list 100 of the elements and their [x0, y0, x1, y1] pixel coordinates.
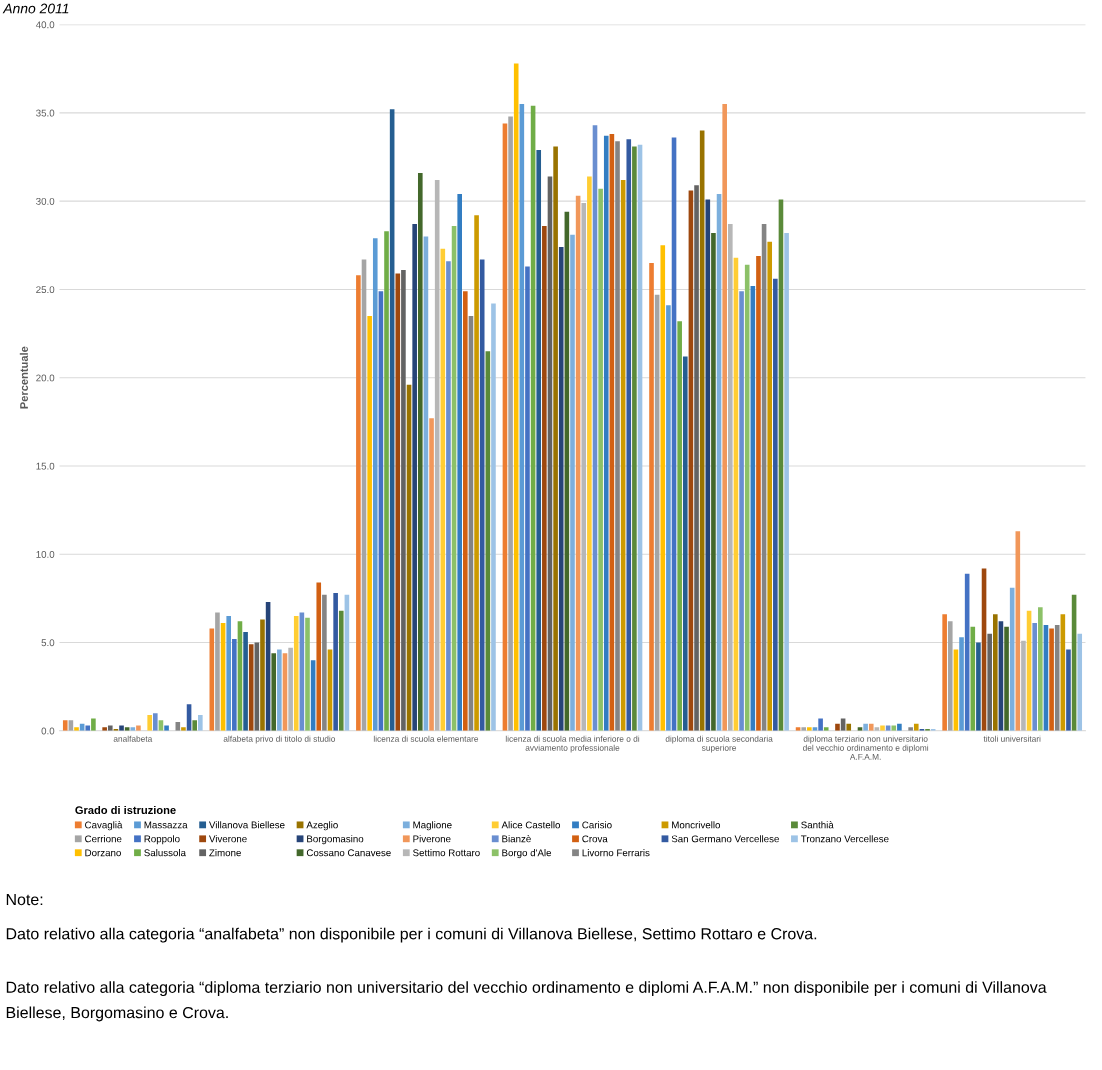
legend-label: Cossano Canavese [306, 849, 391, 857]
bar [711, 232, 716, 731]
bar [271, 653, 277, 731]
legend-label: Crova [582, 835, 608, 843]
bar [429, 418, 434, 731]
bar [153, 713, 158, 731]
bar [976, 642, 981, 731]
bar [293, 616, 299, 731]
y-tick-label: 10.0 [36, 550, 55, 558]
legend-label: Livorno Ferraris [582, 849, 650, 857]
legend-label: Carisio [582, 821, 612, 829]
bar [739, 291, 744, 731]
bar [1066, 649, 1071, 731]
x-tick-label: diploma di scuola secondaria superiore [665, 735, 773, 753]
bar [666, 305, 671, 731]
bar [942, 614, 947, 731]
bar [457, 194, 462, 731]
bar [147, 714, 152, 731]
legend-title: Grado di istruzione [75, 805, 176, 815]
bar [807, 727, 812, 731]
bar [288, 647, 293, 731]
bar [367, 315, 372, 731]
x-tick-label: alfabeta privo di titolo di studio [223, 735, 336, 744]
bar [818, 718, 823, 731]
bar [1054, 624, 1060, 731]
legend-label: Cavaglià [85, 821, 123, 831]
legend-label: Bianzè [502, 835, 531, 843]
legend-label: Dorzano [85, 849, 121, 857]
bar [463, 291, 468, 731]
bar [215, 612, 220, 731]
bar [660, 245, 666, 731]
legend-label: Cerrione [85, 835, 122, 843]
x-tick-label: analfabeta [113, 735, 153, 742]
legend-label: Alice Castello [501, 821, 561, 829]
bar [987, 633, 992, 731]
bar [243, 631, 248, 731]
legend-label: Piverone [413, 835, 451, 843]
x-tick-label: titoli universitari [983, 735, 1041, 742]
legend-label: Azeglio [306, 821, 338, 831]
text: Dato relativo alla categoria “diploma terziario non universitario del vecchio ordinamento e diplomi A.F.A.M.” non disponibile per i comuni di Villanova Biellese, Borgomasino e Crova. [6, 981, 1047, 1022]
legend-label: Villanova Biellese [209, 821, 285, 829]
bar [744, 264, 750, 731]
bar [525, 266, 530, 731]
bar [1021, 640, 1026, 731]
bar [908, 727, 913, 731]
bar [553, 146, 558, 731]
bar [277, 649, 282, 731]
bar [491, 303, 496, 731]
bar [536, 149, 542, 731]
bar [570, 234, 575, 731]
bar [823, 727, 829, 731]
legend-label: Viverone [209, 835, 247, 843]
bar [356, 275, 361, 731]
bar [835, 723, 840, 731]
bar [1049, 628, 1054, 731]
bar [226, 616, 232, 731]
y-tick-label: 15.0 [36, 462, 55, 470]
bar [446, 261, 451, 731]
bar [74, 727, 79, 731]
bar [677, 321, 682, 731]
bar [305, 617, 310, 731]
bar [91, 718, 96, 731]
legend-label: Santhià [801, 821, 834, 829]
legend-label: Roppolo [144, 835, 180, 845]
text: Note: [6, 894, 43, 906]
bar [384, 231, 389, 731]
bar [993, 614, 998, 731]
bar [542, 225, 547, 731]
bar [587, 176, 592, 731]
bar [784, 232, 789, 731]
legend-label: Zimone [209, 849, 241, 857]
legend-label: San Germano Vercellese [671, 835, 779, 843]
bar [1032, 623, 1038, 731]
bar [181, 727, 186, 731]
bar [863, 723, 868, 731]
bar [598, 188, 603, 731]
bar [728, 224, 733, 731]
bar [322, 594, 327, 731]
bar [479, 259, 485, 731]
x-tick-label: licenza di scuola media inferiore o di avviamento professionale [505, 735, 640, 753]
legend-label: Borgo d'Ale [502, 849, 552, 859]
bar [632, 146, 637, 731]
legend-label: Salussola [144, 849, 186, 857]
bar [756, 255, 761, 731]
bar [722, 104, 727, 731]
bar [192, 720, 198, 731]
bar [773, 278, 778, 731]
bar [260, 619, 265, 731]
bar [649, 262, 654, 731]
x-tick-label: diploma terziario non universitario del vecchio ordinamento e diplomi A.F.A.M. [802, 735, 929, 760]
bar [615, 141, 620, 731]
bar [316, 582, 322, 731]
legend-label: Massazza [144, 821, 188, 829]
legend-label: Borgomasino [307, 835, 364, 845]
legend-label: Settimo Rottaro [413, 849, 480, 857]
y-tick-label: 0.0 [41, 727, 55, 735]
bar [232, 639, 237, 731]
bar [1077, 633, 1083, 731]
bar [401, 270, 406, 731]
bar [705, 199, 711, 731]
